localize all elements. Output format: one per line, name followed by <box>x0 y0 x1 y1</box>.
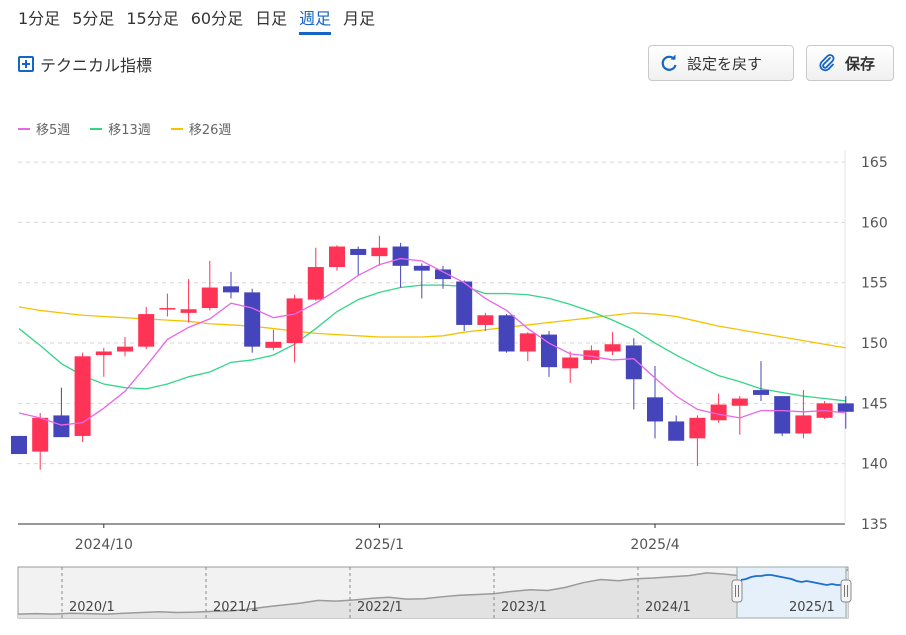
plus-icon <box>18 56 34 72</box>
range-navigator[interactable]: 2020/12021/12022/12023/12024/12025/12025… <box>0 560 906 630</box>
y-tick-label: 150 <box>861 336 888 352</box>
legend-swatch-ma13 <box>90 127 103 130</box>
paperclip-icon <box>819 54 835 72</box>
chart-legend: 移5週 移13週 移26週 <box>18 119 251 138</box>
refresh-icon <box>661 54 677 71</box>
y-tick-label: 145 <box>861 396 888 412</box>
candle-body[interactable] <box>329 246 345 268</box>
legend-swatch-ma26 <box>170 127 183 130</box>
y-tick-label: 140 <box>861 457 888 473</box>
candle-body[interactable] <box>625 345 642 380</box>
candle-body[interactable] <box>223 286 239 293</box>
candle-body[interactable] <box>604 344 621 352</box>
technical-indicator-toggle[interactable]: テクニカル指標 <box>18 52 152 76</box>
navigator-line <box>17 569 849 615</box>
legend-label-ma13: 移13週 <box>108 123 151 138</box>
candle-body[interactable] <box>371 247 388 257</box>
candle-body[interactable] <box>668 421 685 441</box>
candle-body[interactable] <box>265 341 282 348</box>
timeframe-tabs: 1分足 5分足 15分足 60分足 日足 週足 月足 <box>18 4 387 35</box>
tab-1[interactable]: 5分足 <box>72 9 115 28</box>
tab-4[interactable]: 日足 <box>255 9 288 28</box>
candle-body[interactable] <box>753 390 769 395</box>
reset-settings-button[interactable]: 設定を戻す <box>648 45 794 81</box>
legend-label-ma5: 移5週 <box>36 123 71 138</box>
candle-body[interactable] <box>456 281 473 325</box>
candle-body[interactable] <box>201 287 218 309</box>
candle-body[interactable] <box>159 308 176 310</box>
reset-settings-label: 設定を戻す <box>687 54 763 73</box>
candle-body[interactable] <box>689 417 706 439</box>
candle-body[interactable] <box>53 415 70 438</box>
legend-swatch-ma5 <box>18 127 30 130</box>
x-tick-label: 2024/10 <box>75 537 133 550</box>
candle-body[interactable] <box>286 298 303 344</box>
tab-5[interactable]: 週足 <box>299 4 332 35</box>
candle-body[interactable] <box>32 417 49 452</box>
candle-body[interactable] <box>477 315 494 325</box>
legend-item-ma13[interactable]: 移13週 <box>90 119 151 138</box>
tab-6[interactable]: 月足 <box>343 9 376 28</box>
y-tick-label: 160 <box>861 215 888 231</box>
legend-label-ma26: 移26週 <box>188 123 232 138</box>
navigator-year-label: 2020/1 <box>69 600 115 615</box>
navigator-year-label: 2022/1 <box>357 600 403 615</box>
technical-indicator-label: テクニカル指標 <box>40 56 153 75</box>
navigator-right-handle[interactable] <box>840 579 852 603</box>
navigator-window-line <box>740 574 842 586</box>
candle-body[interactable] <box>138 314 155 347</box>
candle-body[interactable] <box>11 435 27 455</box>
y-tick-label: 135 <box>861 517 888 533</box>
candle-body[interactable] <box>731 398 748 406</box>
legend-item-ma5[interactable]: 移5週 <box>18 119 70 138</box>
candle-body[interactable] <box>498 315 515 352</box>
candle-body[interactable] <box>244 292 261 347</box>
legend-item-ma26[interactable]: 移26週 <box>170 119 232 138</box>
navigator-year-label: 2024/1 <box>645 600 691 615</box>
candle-body[interactable] <box>307 267 324 300</box>
navigator-area <box>18 570 848 618</box>
y-tick-label: 155 <box>861 276 888 292</box>
candle-body[interactable] <box>583 350 600 360</box>
ma26-line <box>18 306 846 349</box>
candlestick-chart[interactable]: 135 140 145 150 155 160 165 2024/10 2025/1 2025/4 <box>0 150 906 550</box>
navigator-year-label: 2021/1 <box>213 600 259 615</box>
tab-0[interactable]: 1分足 <box>18 9 61 28</box>
ma13-line <box>18 284 846 402</box>
tab-3[interactable]: 60分足 <box>190 9 244 28</box>
candle-body[interactable] <box>180 309 197 313</box>
candle-body[interactable] <box>541 334 557 368</box>
candle-body[interactable] <box>74 356 91 436</box>
candle-body[interactable] <box>435 269 451 280</box>
x-tick-label: 2025/1 <box>355 537 404 550</box>
candle-body[interactable] <box>710 404 727 421</box>
navigator-window-label: 2025/1 <box>789 600 835 615</box>
y-tick-label: 165 <box>861 155 888 171</box>
candle-body[interactable] <box>519 333 536 352</box>
candle-body[interactable] <box>117 346 133 352</box>
candle-body[interactable] <box>774 396 791 434</box>
candle-body[interactable] <box>413 265 430 271</box>
candle-body[interactable] <box>95 351 112 356</box>
candle-body[interactable] <box>562 357 579 369</box>
x-tick-label: 2025/4 <box>630 537 679 550</box>
candle-body[interactable] <box>795 415 812 434</box>
navigator-left-handle[interactable] <box>731 579 743 603</box>
candle-body[interactable] <box>392 246 409 266</box>
candle-body[interactable] <box>837 403 854 412</box>
ma5-line <box>18 257 846 426</box>
navigator-year-label: 2023/1 <box>501 600 547 615</box>
tab-2[interactable]: 15分足 <box>126 9 179 28</box>
save-button[interactable]: 保存 <box>806 45 894 81</box>
save-label: 保存 <box>845 54 876 73</box>
candle-body[interactable] <box>350 248 367 255</box>
candle-body[interactable] <box>647 397 663 422</box>
